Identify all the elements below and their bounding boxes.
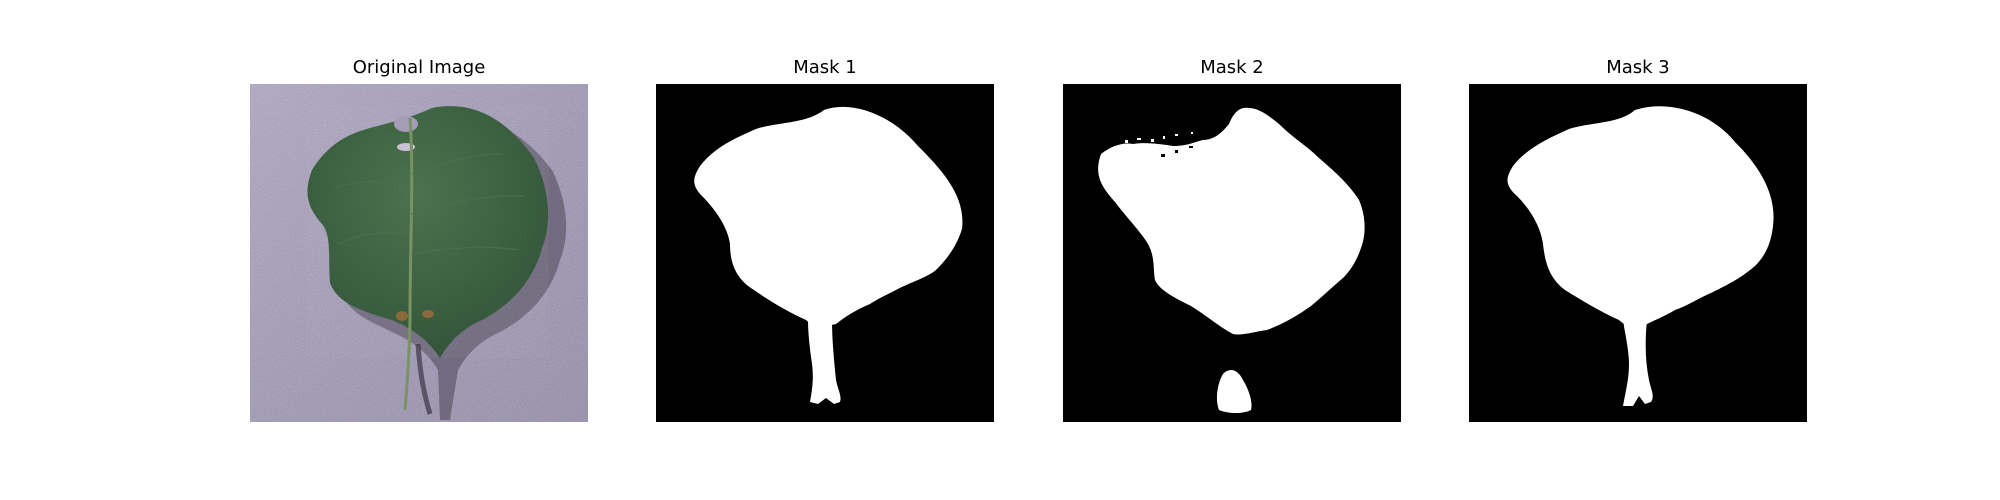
panel-title-mask-3: Mask 3 [1606,57,1670,78]
panel-title-mask-1: Mask 1 [793,57,857,78]
mask-2-image [1063,84,1401,422]
mask-1-image [656,84,994,422]
panel-title-original-image: Original Image [352,57,486,78]
mask-3-leaf-region [1507,106,1774,327]
panel-title-mask-2: Mask 2 [1200,57,1264,78]
mask-1-stem-region [808,320,841,404]
mask-3-image [1469,84,1807,422]
mask-1-leaf-region [694,106,963,326]
mask-2-leaf-region [1098,107,1365,335]
mask-2-stem-blob [1216,370,1252,413]
mask-3-stem-region [1623,320,1653,406]
original-leaf-photo [250,84,588,422]
